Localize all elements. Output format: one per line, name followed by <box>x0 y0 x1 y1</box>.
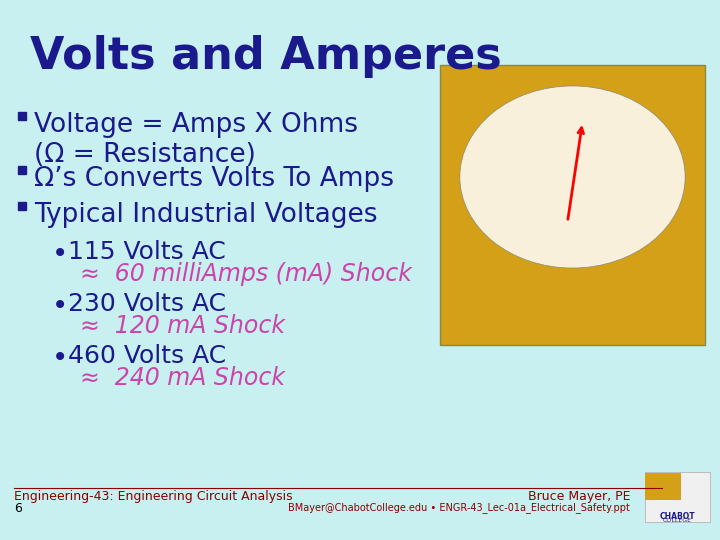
Ellipse shape <box>460 86 685 268</box>
Text: Bruce Mayer, PE: Bruce Mayer, PE <box>528 490 630 503</box>
Text: 460 Volts AC: 460 Volts AC <box>68 344 226 368</box>
FancyBboxPatch shape <box>440 65 705 345</box>
Text: Typical Industrial Voltages: Typical Industrial Voltages <box>34 202 377 228</box>
FancyBboxPatch shape <box>645 472 680 500</box>
Text: CHABOT: CHABOT <box>660 512 696 521</box>
Text: •: • <box>52 292 68 320</box>
Bar <box>18 166 26 174</box>
Text: Engineering-43: Engineering Circuit Analysis: Engineering-43: Engineering Circuit Anal… <box>14 490 292 503</box>
Text: Ω’s Converts Volts To Amps: Ω’s Converts Volts To Amps <box>34 166 394 192</box>
Text: 6: 6 <box>14 502 22 515</box>
Text: Voltage = Amps X Ohms
(Ω = Resistance): Voltage = Amps X Ohms (Ω = Resistance) <box>34 112 358 168</box>
Text: 115 Volts AC: 115 Volts AC <box>68 240 226 264</box>
Text: Volts and Amperes: Volts and Amperes <box>30 35 502 78</box>
Bar <box>18 112 26 120</box>
Text: ≈  240 mA Shock: ≈ 240 mA Shock <box>80 366 285 390</box>
Text: ≈  120 mA Shock: ≈ 120 mA Shock <box>80 314 285 338</box>
Text: ≈  60 milliAmps (mA) Shock: ≈ 60 milliAmps (mA) Shock <box>80 262 412 286</box>
Text: •: • <box>52 240 68 268</box>
Text: •: • <box>52 344 68 372</box>
FancyBboxPatch shape <box>645 472 710 522</box>
Text: COLLEGE: COLLEGE <box>663 518 692 523</box>
Text: 230 Volts AC: 230 Volts AC <box>68 292 226 316</box>
Text: BMayer@ChabotCollege.edu • ENGR-43_Lec-01a_Electrical_Safety.ppt: BMayer@ChabotCollege.edu • ENGR-43_Lec-0… <box>288 502 630 513</box>
Bar <box>18 202 26 210</box>
